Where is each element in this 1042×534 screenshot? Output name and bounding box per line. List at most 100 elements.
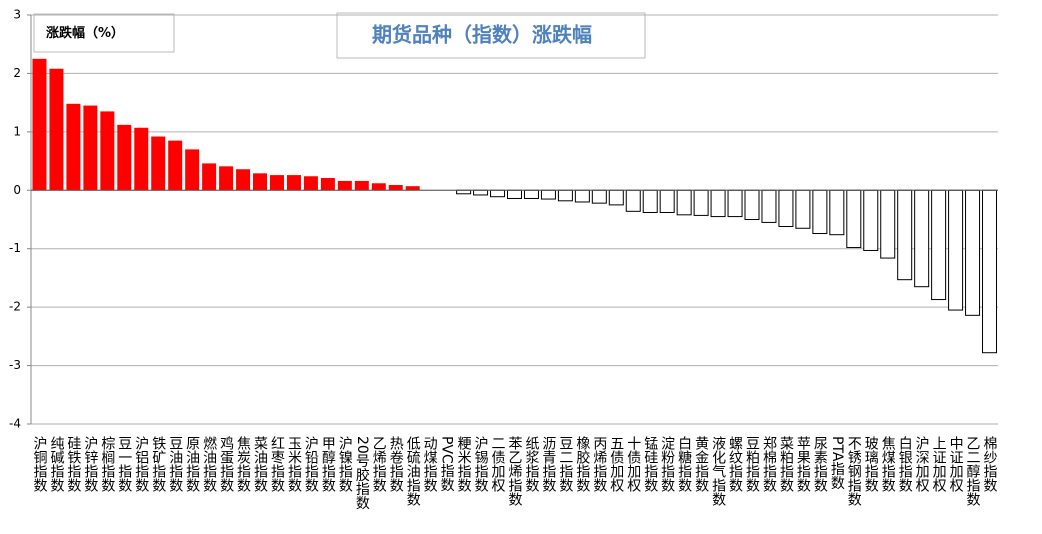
bar (625, 189, 641, 212)
x-tick-label: 红枣指数 (269, 436, 285, 492)
bar (727, 189, 743, 218)
bar (168, 140, 183, 191)
x-tick-label: 十债加权 (625, 436, 641, 493)
bar (151, 136, 166, 191)
x-tick-label: 甲醇指数 (320, 436, 336, 492)
bar (659, 189, 675, 213)
x-tick-label: 沪锡指数 (473, 436, 489, 492)
x-tick-label: 丙烯指数 (591, 436, 607, 492)
legend-box (33, 13, 175, 53)
x-tick-label: 菜油指数 (252, 436, 268, 492)
x-tick-label: 锰硅指数 (642, 436, 658, 492)
bar (202, 163, 217, 191)
bar (320, 178, 335, 191)
x-tick-label: 豆油指数 (167, 436, 183, 492)
bar (456, 189, 472, 195)
y-tick-label: 1 (13, 124, 21, 138)
bar (574, 189, 590, 203)
bar (100, 111, 115, 191)
x-tick-label: 豆二指数 (557, 436, 573, 492)
x-tick-label: 黄金指数 (693, 435, 709, 492)
x-tick-label: 硅铁指数 (65, 436, 81, 492)
x-tick-label: 玉米指数 (286, 436, 302, 492)
bar (32, 58, 47, 191)
bar (490, 189, 506, 198)
bar (897, 189, 913, 281)
bar (744, 189, 760, 221)
bar (846, 189, 862, 249)
bar (286, 175, 301, 191)
x-tick-label: 沪铜指数 (31, 436, 47, 492)
x-tick-label: PVC指数 (439, 436, 455, 492)
x-tick-label: 菜粕指数 (778, 436, 794, 492)
x-tick-label: 二债加权 (490, 436, 506, 493)
x-tick-label: 焦煤指数 (880, 436, 896, 492)
bar (965, 189, 981, 316)
bar (778, 189, 794, 228)
x-tick-label: 低硫油指数 (405, 436, 421, 506)
bar (354, 180, 369, 191)
x-tick-label: 五债加权 (608, 436, 624, 493)
x-tick-label: 沪深加权 (914, 436, 930, 493)
bar (117, 124, 132, 191)
x-tick-label: 沪镍指数 (337, 436, 353, 492)
bar (269, 175, 284, 191)
x-tick-label: 豆一指数 (116, 436, 132, 492)
x-tick-label: 沪铝指数 (133, 436, 149, 492)
x-tick-label: 乙烯指数 (371, 436, 387, 492)
x-tick-label: 热卷指数 (388, 436, 404, 492)
y-tick-label: -3 (9, 358, 21, 372)
bar (507, 189, 522, 199)
bar (303, 176, 318, 191)
chart-title: 期货品种（指数）涨跌幅 (372, 23, 592, 47)
bar (473, 189, 489, 196)
bar (761, 189, 777, 223)
x-tick-label: 20号胶指数 (354, 436, 370, 510)
x-tick-label: 焦炭指数 (235, 436, 251, 492)
x-tick-label: 上证加权 (931, 436, 947, 493)
x-tick-label: 沥青指数 (540, 436, 556, 492)
bar (134, 127, 149, 191)
y-tick-label: -2 (9, 300, 21, 314)
x-tick-label: 螺纹指数 (727, 436, 743, 492)
y-tick-label: 0 (13, 183, 21, 197)
bar (914, 189, 930, 288)
bar (185, 149, 200, 191)
x-tick-label: 豆粕指数 (744, 436, 760, 492)
y-tick-label: -4 (9, 417, 21, 431)
x-tick-label: 燃油指数 (201, 435, 217, 492)
x-tick-label: 淀粉指数 (659, 436, 675, 492)
bar (253, 173, 268, 191)
x-tick-label: 白银指数 (897, 436, 913, 492)
x-tick-label: 苹果指数 (795, 436, 811, 492)
x-tick-label: 尿素指数 (812, 436, 828, 492)
bar (66, 103, 81, 191)
x-tick-label: PTA指数 (829, 436, 845, 490)
bar (236, 169, 251, 191)
bar (337, 180, 352, 191)
bar (863, 189, 879, 251)
x-tick-label: 沪铅指数 (303, 436, 319, 492)
bar (948, 189, 964, 311)
bar (83, 105, 98, 191)
bar (49, 68, 64, 191)
x-tick-label: 铁矿指数 (150, 436, 166, 492)
bar (405, 186, 420, 191)
bar (591, 189, 607, 204)
bar (540, 189, 556, 200)
x-tick-label: 不锈钢指数 (846, 436, 862, 506)
x-tick-label: 沪锌指数 (82, 436, 98, 492)
bar (693, 189, 709, 216)
x-tick-label: 白糖指数 (676, 436, 692, 492)
bar (710, 189, 726, 218)
x-tick-label: 苯乙烯指数 (507, 435, 523, 506)
bar (608, 189, 624, 206)
y-tick-label: 3 (13, 8, 21, 22)
bar (829, 189, 845, 236)
x-tick-label: 液化气指数 (710, 436, 726, 506)
x-tick-label: 中证加权 (948, 436, 964, 493)
bar (219, 166, 234, 191)
x-tick-label: 棕榈指数 (99, 436, 115, 492)
bar (557, 189, 573, 202)
